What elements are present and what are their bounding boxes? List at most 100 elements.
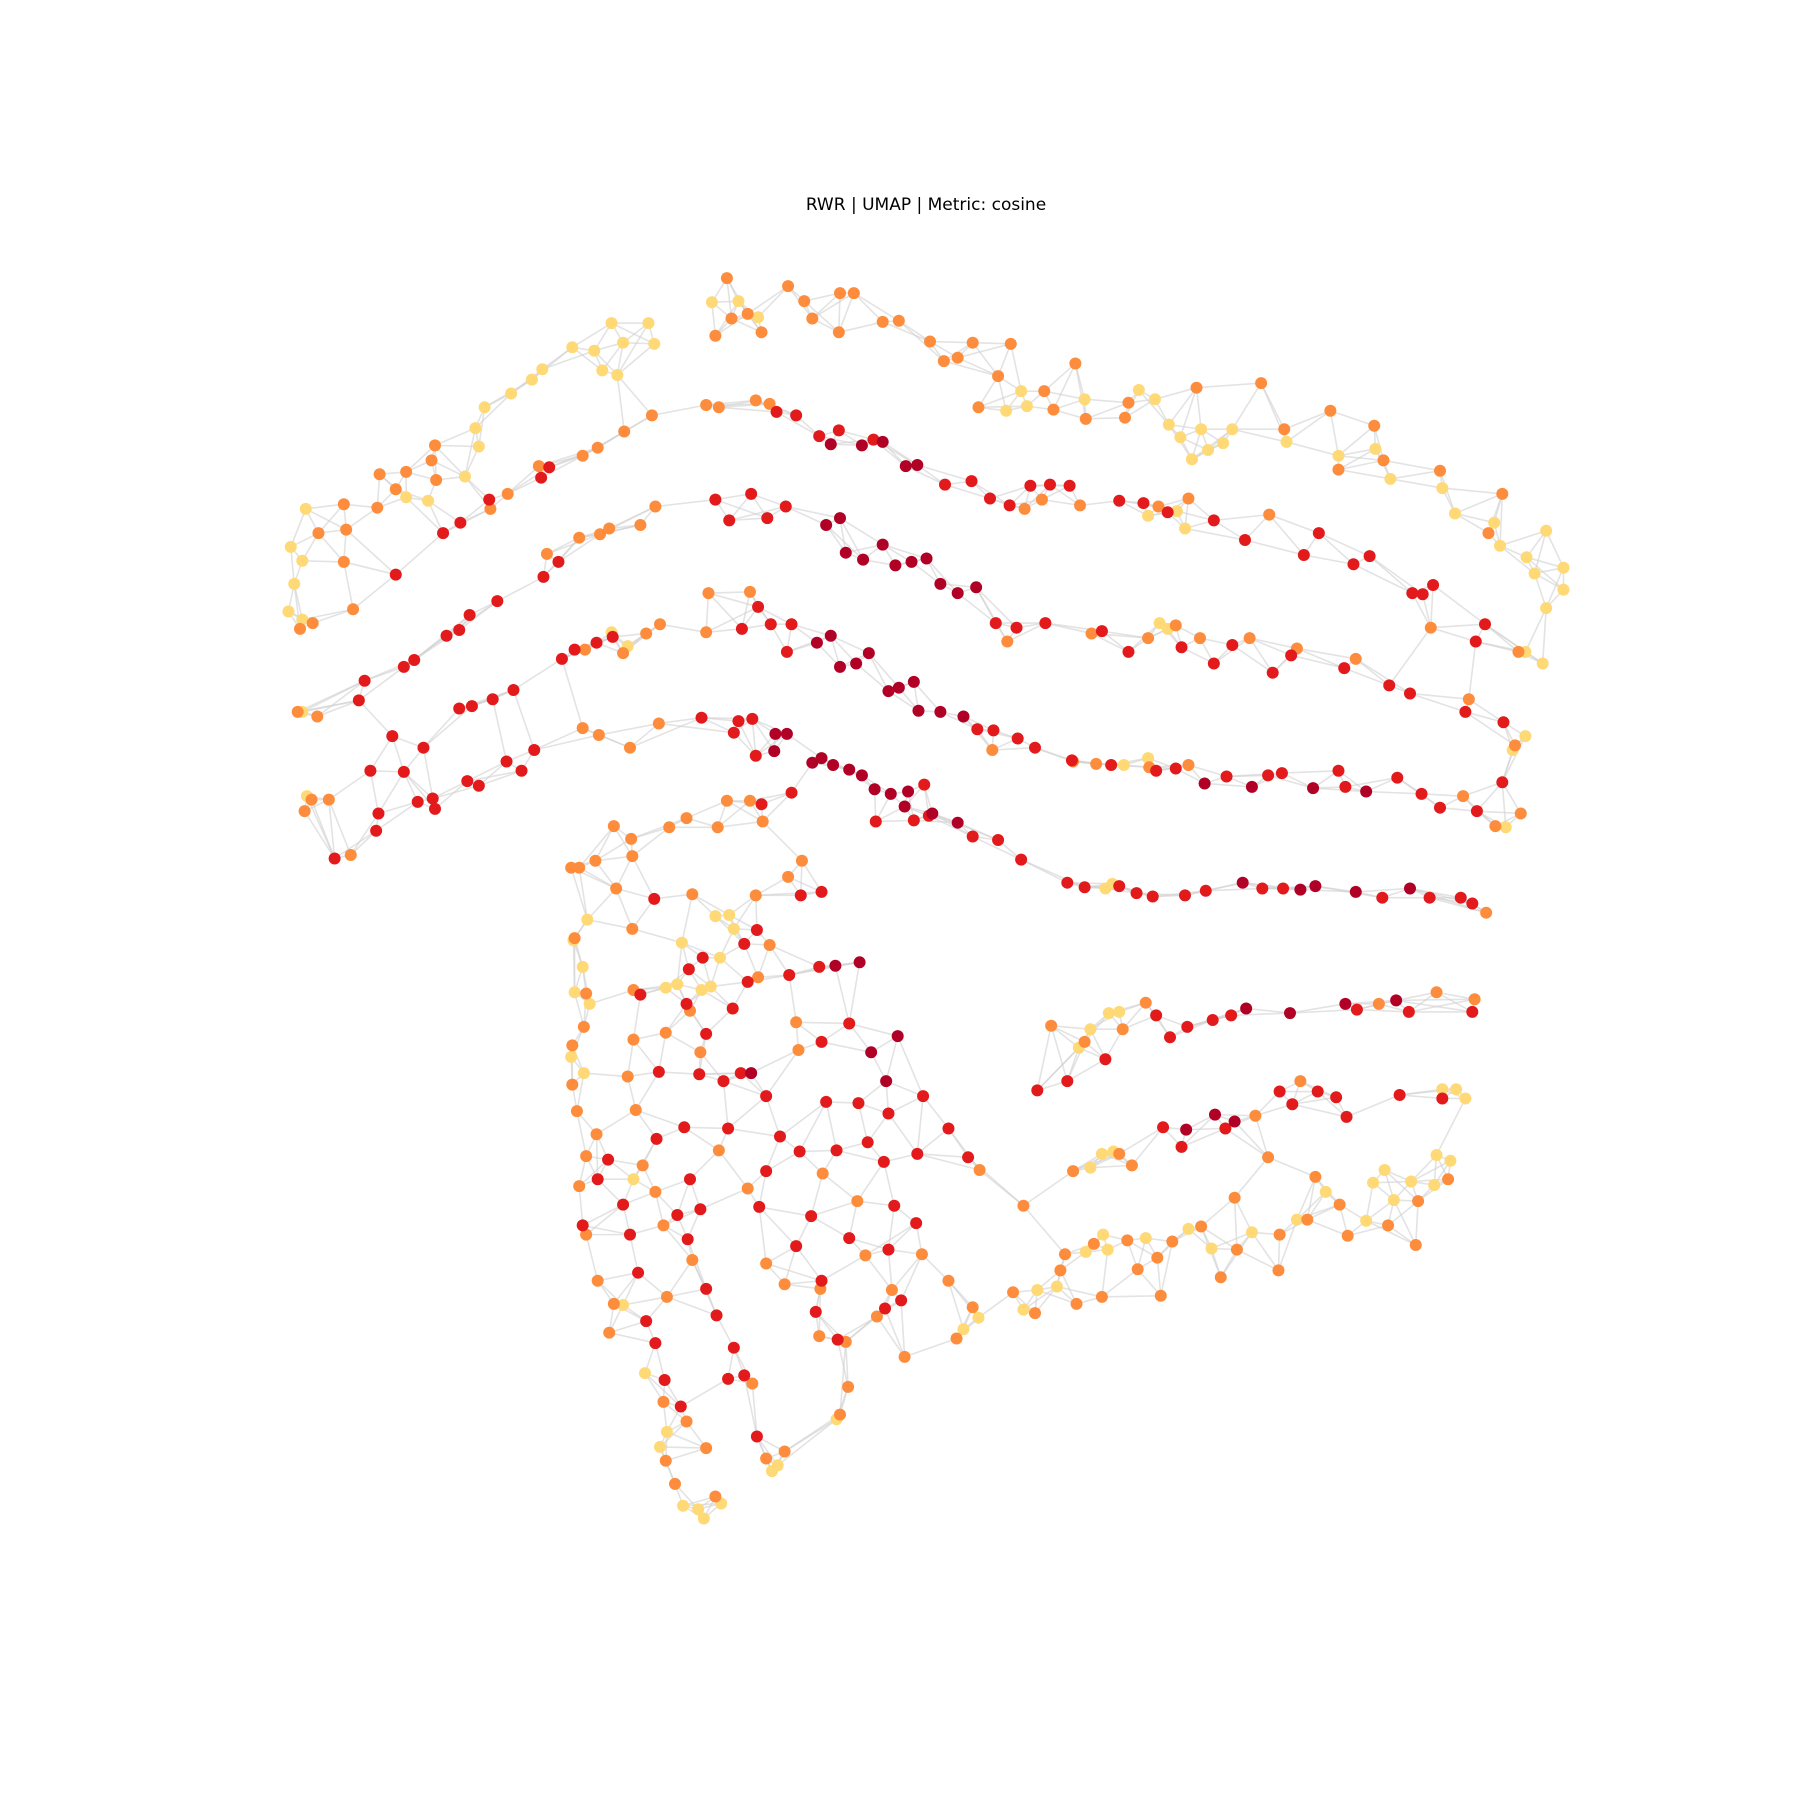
node	[750, 1430, 763, 1443]
edge	[868, 652, 890, 692]
edge	[655, 498, 716, 508]
node	[774, 1130, 786, 1143]
node	[1169, 619, 1182, 632]
node	[700, 1442, 713, 1455]
node	[1198, 777, 1211, 790]
edge	[658, 722, 734, 734]
node	[746, 1377, 759, 1390]
node	[373, 468, 386, 481]
node	[720, 272, 733, 285]
node	[763, 397, 776, 410]
edge	[582, 1203, 624, 1227]
node	[951, 816, 964, 829]
node	[695, 711, 708, 724]
edge	[467, 769, 522, 782]
node	[1324, 404, 1337, 417]
node	[535, 471, 548, 484]
edge	[749, 791, 792, 802]
edge	[849, 1022, 898, 1037]
node	[830, 1144, 843, 1157]
edge	[1084, 1012, 1110, 1043]
edge	[839, 517, 884, 546]
edge	[1277, 1219, 1298, 1271]
node	[892, 681, 905, 694]
node	[472, 440, 485, 453]
node	[966, 336, 979, 349]
edge	[1296, 1176, 1317, 1220]
node	[815, 885, 828, 898]
node	[778, 1278, 791, 1291]
edge	[1159, 1241, 1174, 1296]
edge	[1211, 1231, 1253, 1250]
edge	[665, 1031, 701, 1054]
edge	[848, 962, 861, 1024]
node	[792, 1044, 805, 1056]
node	[1031, 1284, 1044, 1296]
node	[859, 1249, 872, 1262]
edge	[747, 285, 789, 315]
node	[1079, 412, 1092, 425]
node	[344, 849, 357, 861]
node	[695, 984, 708, 996]
node	[674, 1400, 687, 1413]
node	[898, 1350, 911, 1363]
edge	[715, 493, 752, 501]
node	[605, 317, 618, 330]
edge	[1249, 637, 1292, 657]
node	[1074, 499, 1086, 512]
edge	[699, 1051, 725, 1082]
node	[1284, 1007, 1296, 1020]
edge	[975, 586, 1018, 629]
edge	[1101, 630, 1149, 639]
edge	[686, 800, 728, 819]
edge	[635, 1109, 685, 1129]
node	[1117, 759, 1130, 771]
node	[543, 461, 556, 474]
edge	[795, 1245, 823, 1282]
edge	[622, 1296, 668, 1306]
node	[741, 1182, 754, 1195]
edge	[888, 1095, 924, 1115]
node	[1182, 492, 1195, 505]
node	[640, 1315, 653, 1328]
node	[648, 337, 661, 350]
edge	[616, 343, 655, 376]
node	[920, 552, 933, 565]
edge	[1383, 459, 1441, 472]
edge	[369, 770, 380, 814]
node	[1149, 393, 1161, 406]
node	[580, 1150, 593, 1163]
edge	[1347, 1224, 1389, 1237]
node	[425, 454, 438, 467]
node	[1139, 996, 1152, 1009]
node	[532, 460, 545, 473]
edge	[1044, 390, 1085, 401]
node	[705, 296, 718, 309]
node	[709, 910, 722, 923]
node	[640, 627, 653, 640]
edge	[885, 1035, 899, 1082]
node	[885, 1284, 898, 1296]
edge	[631, 826, 670, 857]
edge	[686, 1238, 707, 1290]
node	[1031, 1084, 1044, 1097]
node	[671, 978, 684, 991]
node	[738, 1369, 751, 1382]
node	[917, 1090, 930, 1103]
edge	[658, 716, 702, 725]
edge	[838, 292, 855, 333]
node	[780, 645, 793, 658]
node	[1496, 776, 1509, 789]
node	[1240, 1002, 1253, 1015]
edge	[1180, 1114, 1216, 1148]
node	[1457, 790, 1470, 803]
node	[1393, 1089, 1406, 1101]
node	[1175, 1140, 1188, 1153]
edge	[977, 375, 999, 408]
node	[1084, 1023, 1097, 1036]
edge	[1233, 1197, 1238, 1250]
edge	[1200, 1197, 1236, 1228]
edge	[708, 591, 751, 594]
edge	[289, 546, 296, 584]
edge	[615, 888, 634, 930]
